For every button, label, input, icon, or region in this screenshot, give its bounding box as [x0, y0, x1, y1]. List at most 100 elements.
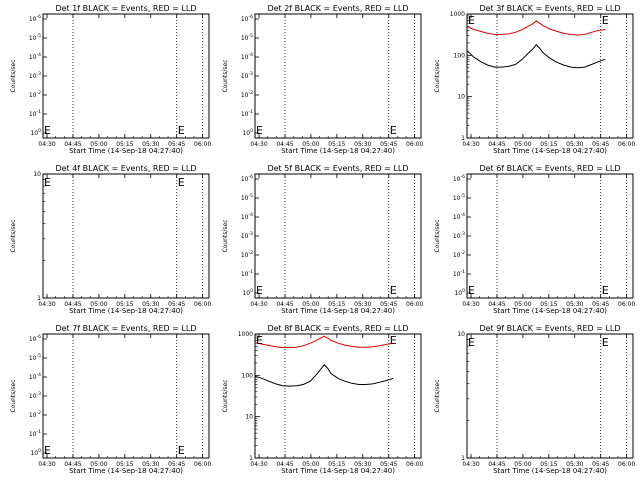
y-tick-label: 10-4 [241, 52, 253, 61]
panel-title: Det 2f BLACK = Events, RED = LLD [267, 4, 408, 13]
marker-label: E [602, 284, 609, 297]
y-tick-label: 10-4 [29, 52, 41, 61]
y-tick-label: 10-5 [453, 193, 465, 202]
y-tick-label: 10 [33, 171, 41, 178]
x-axis-label: Start Time (14-Sep-18 04:27:40) [493, 147, 607, 155]
x-tick-label: 05:15 [116, 141, 133, 148]
y-tick-label: 100 [454, 52, 466, 59]
x-axis-label: Start Time (14-Sep-18 04:27:40) [493, 467, 607, 475]
x-tick-label: 05:30 [566, 141, 583, 148]
y-tick-label: 10-5 [241, 33, 253, 42]
x-tick-label: 04:30 [38, 461, 55, 468]
marker-label: E [44, 124, 51, 137]
x-tick-label: 05:45 [168, 301, 185, 308]
marker-label: E [390, 124, 397, 137]
marker-label: E [44, 176, 51, 189]
plot-frame [466, 173, 634, 299]
x-tick-label: 04:30 [462, 301, 479, 308]
marker-label: E [468, 284, 475, 297]
x-tick-label: 05:00 [514, 461, 531, 468]
x-tick-label: 05:45 [380, 461, 397, 468]
detector-panel-9: Det 9f BLACK = Events, RED = LLD 04:30 04:… [434, 324, 635, 475]
y-tick-label: 10-3 [241, 231, 253, 240]
detector-panel-7: Det 7f BLACK = Events, RED = LLD 04:30 04:… [10, 324, 211, 475]
panel-title: Det 7f BLACK = Events, RED = LLD [55, 324, 196, 333]
marker-label: E [468, 14, 475, 27]
marker-label: E [602, 14, 609, 27]
y-tick-label: 10-4 [29, 372, 41, 381]
y-axis-label: Counts/sec [10, 219, 17, 252]
x-tick-label: 06:00 [194, 141, 211, 148]
x-tick-label: 04:45 [488, 461, 505, 468]
y-tick-label: 10-5 [241, 193, 253, 202]
x-axis-label: Start Time (14-Sep-18 04:27:40) [281, 307, 395, 315]
x-tick-label: 06:00 [406, 461, 423, 468]
y-axis-label: Counts/sec [434, 219, 441, 252]
x-tick-label: 05:00 [514, 301, 531, 308]
x-tick-label: 06:00 [406, 141, 423, 148]
y-tick-label: 10-2 [241, 90, 253, 99]
x-tick-label: 04:30 [250, 301, 267, 308]
y-tick-label: 10-2 [29, 410, 41, 419]
x-tick-label: 05:45 [592, 141, 609, 148]
panel-title: Det 5f BLACK = Events, RED = LLD [267, 164, 408, 173]
y-axis-label: Counts/sec [222, 59, 229, 92]
y-tick-label: 10-3 [29, 391, 41, 400]
y-tick-label: 10-1 [453, 269, 465, 278]
y-tick-label: 1000 [238, 331, 253, 338]
marker-label: E [178, 124, 185, 137]
detector-panel-2: Det 2f BLACK = Events, RED = LLD 04:30 04:… [222, 4, 423, 155]
plot-frame [254, 173, 422, 299]
y-tick-label: 1000 [450, 11, 465, 18]
plot-frame [466, 333, 634, 459]
y-tick-label: 100 [242, 128, 253, 137]
marker-label: E [602, 336, 609, 349]
x-tick-label: 04:30 [462, 461, 479, 468]
y-axis-label: Counts/sec [10, 59, 17, 92]
y-tick-label: 10 [245, 414, 253, 421]
y-tick-label: 10 [457, 94, 465, 101]
panel-title: Det 4f BLACK = Events, RED = LLD [55, 164, 196, 173]
x-tick-label: 05:30 [354, 301, 371, 308]
x-tick-label: 05:00 [90, 461, 107, 468]
x-tick-label: 06:00 [618, 301, 635, 308]
y-tick-label: 100 [454, 288, 465, 297]
x-axis-label: Start Time (14-Sep-18 04:27:40) [69, 147, 183, 155]
y-tick-label: 100 [30, 128, 41, 137]
x-tick-label: 05:45 [380, 141, 397, 148]
y-tick-label: 100 [30, 448, 41, 457]
x-tick-label: 05:15 [328, 301, 345, 308]
y-tick-label: 10-4 [241, 212, 253, 221]
x-tick-label: 04:30 [38, 301, 55, 308]
y-tick-label: 10-2 [453, 250, 465, 259]
y-tick-label: 10-6 [29, 334, 41, 343]
x-tick-label: 05:30 [354, 141, 371, 148]
x-tick-label: 04:30 [38, 141, 55, 148]
x-tick-label: 05:00 [302, 461, 319, 468]
x-tick-label: 05:30 [142, 301, 159, 308]
marker-label: E [390, 334, 397, 347]
x-tick-label: 05:45 [380, 301, 397, 308]
y-tick-label: 10-1 [29, 109, 41, 118]
panel-title: Det 8f BLACK = Events, RED = LLD [267, 324, 408, 333]
x-tick-label: 04:45 [276, 141, 293, 148]
y-tick-label: 10-3 [453, 231, 465, 240]
plot-frame [42, 173, 210, 299]
y-tick-label: 1 [249, 455, 253, 462]
x-tick-label: 05:15 [540, 141, 557, 148]
events-series-line [254, 364, 394, 387]
detector-panel-8: Det 8f BLACK = Events, RED = LLD 04:30 04:… [222, 324, 423, 475]
x-tick-label: 04:45 [276, 461, 293, 468]
x-tick-label: 06:00 [406, 301, 423, 308]
x-tick-label: 05:45 [592, 301, 609, 308]
x-tick-label: 06:00 [618, 141, 635, 148]
marker-label: E [44, 444, 51, 457]
x-tick-label: 05:45 [168, 461, 185, 468]
x-tick-label: 05:30 [566, 461, 583, 468]
x-tick-label: 04:30 [462, 141, 479, 148]
x-axis-label: Start Time (14-Sep-18 04:27:40) [69, 307, 183, 315]
events-series-line [466, 44, 606, 69]
y-axis-label: Counts/sec [222, 379, 229, 412]
y-tick-label: 10-6 [453, 174, 465, 183]
